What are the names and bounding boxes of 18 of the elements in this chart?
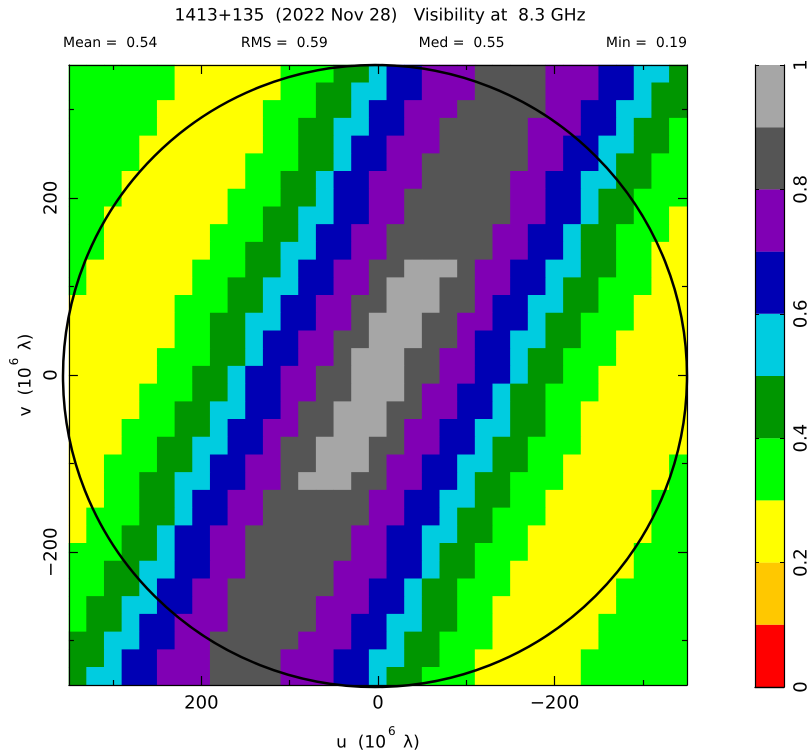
x-tick-label: 0 xyxy=(372,692,384,714)
chart-title: 1413+135 (2022 Nov 28) Visibility at 8.3 GHz xyxy=(174,6,586,26)
color-bar-label: 0.4 xyxy=(790,424,810,453)
color-bar-label: 0.8 xyxy=(790,175,810,204)
y-tick-label: 200 xyxy=(40,180,62,216)
x-tick-label: −200 xyxy=(530,692,580,714)
text: Mean = 0.54 xyxy=(63,35,158,51)
color-bar-label: 0.2 xyxy=(790,548,810,577)
color-bar-label: 0 xyxy=(790,681,810,693)
y-tick-label: −200 xyxy=(40,527,62,577)
text: Med = 0.55 xyxy=(418,35,505,51)
color-bar-label: 0.6 xyxy=(790,299,810,328)
y-tick-label: 0 xyxy=(40,369,62,381)
x-tick-label: 200 xyxy=(184,692,219,714)
text: RMS = 0.59 xyxy=(240,35,328,51)
y-axis-title: v (106 λ) xyxy=(7,334,36,416)
color-bar-label: 1 xyxy=(790,59,810,71)
text: Min = 0.19 xyxy=(606,35,688,51)
